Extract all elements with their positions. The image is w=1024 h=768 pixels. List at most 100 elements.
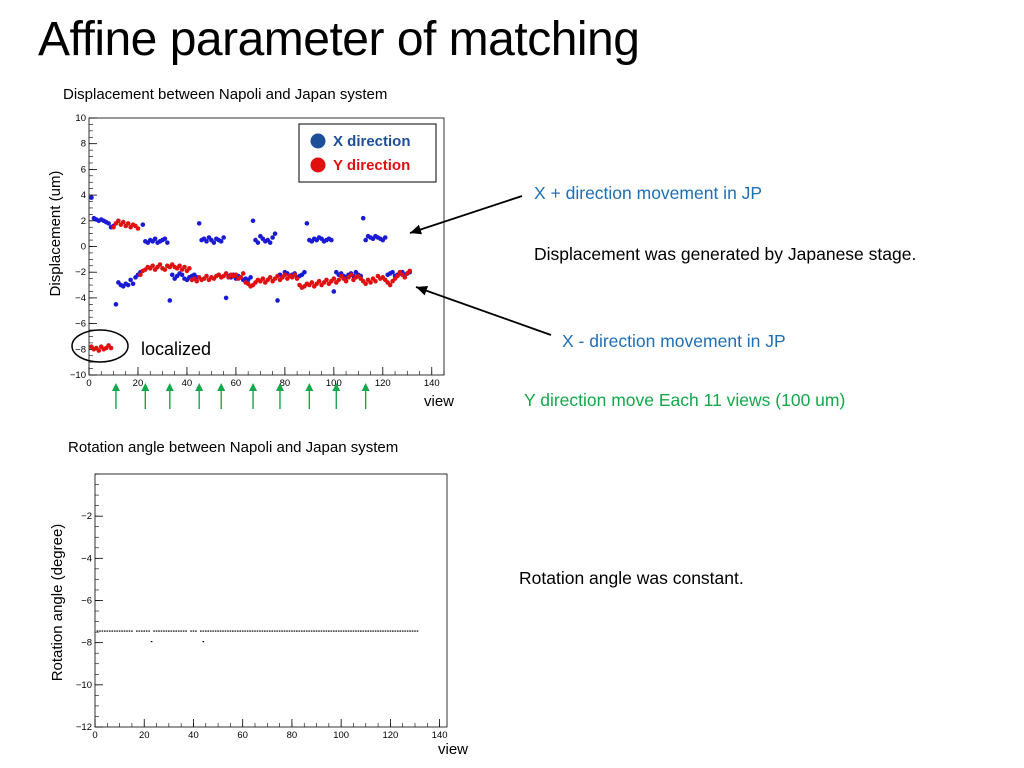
rotation-point	[271, 630, 274, 632]
x-tick-label: 20	[133, 378, 144, 389]
y-direction-point	[108, 345, 114, 351]
rotation-point	[389, 630, 392, 632]
x-tick-label: 140	[432, 730, 448, 741]
rotation-point	[296, 630, 298, 632]
view-shift-arrowhead	[195, 383, 204, 391]
x-tick-label: 100	[333, 730, 349, 741]
rotation-point	[286, 630, 288, 632]
rotation-point	[217, 630, 219, 632]
x-direction-point	[211, 240, 217, 245]
rotation-point	[315, 630, 318, 632]
x-tick-label: 80	[280, 378, 291, 389]
rotation-point	[118, 630, 121, 632]
y-direction-point	[267, 275, 273, 280]
x-direction-point	[128, 277, 133, 283]
y-direction-point	[125, 221, 131, 226]
x-direction-point	[125, 282, 131, 288]
y-direction-point	[402, 275, 408, 280]
rotation-point	[227, 630, 229, 632]
displacement-note: Displacement was generated by Japanese s…	[534, 244, 917, 264]
y-direction-point	[343, 278, 349, 284]
legend-entry: X direction	[333, 133, 411, 150]
rotation-point	[347, 630, 350, 632]
x-minus-annotation: X - direction movement in JP	[562, 331, 786, 351]
x-direction-point	[329, 237, 334, 243]
x-tick-label: 60	[237, 730, 248, 741]
x-tick-label: 120	[375, 378, 391, 389]
rotation-point	[362, 630, 365, 632]
view-shift-arrowhead	[165, 383, 174, 391]
y-direction-point	[233, 272, 239, 278]
rotation-point	[293, 630, 296, 632]
rotation-point	[396, 630, 399, 632]
legend-marker	[310, 157, 326, 173]
rotation-point	[207, 630, 210, 632]
x-plus-annotation: X + direction movement in JP	[534, 183, 763, 203]
plot-frame	[94, 473, 448, 728]
rotation-point	[104, 630, 106, 632]
y-direction-point	[238, 275, 244, 280]
y-direction-point	[348, 272, 354, 278]
y-direction-point	[194, 278, 200, 284]
rotation-point	[239, 630, 242, 632]
rotation-point	[352, 630, 355, 632]
x-axis-label: view	[424, 393, 454, 410]
rotation-point	[113, 630, 116, 632]
y-direction-point	[162, 267, 168, 272]
y-direction-point	[182, 264, 187, 270]
rotation-point	[234, 630, 237, 632]
x-direction-point	[196, 221, 202, 226]
rotation-point	[369, 630, 372, 632]
y-tick-label: 8	[81, 139, 86, 150]
y-direction-point	[282, 272, 288, 278]
x-tick-label: 100	[326, 378, 342, 389]
rotation-note: Rotation angle was constant.	[519, 568, 744, 588]
rotation-point	[121, 630, 123, 632]
y-tick-label: −8	[81, 638, 92, 649]
y-direction-point	[204, 273, 209, 279]
rotation-point	[264, 630, 266, 632]
y-direction-point	[387, 282, 393, 288]
rotation-point	[261, 630, 264, 632]
rotation-point	[170, 630, 173, 632]
x-direction-point	[179, 272, 185, 278]
x-direction-point	[169, 272, 175, 278]
rotation-point	[254, 630, 256, 632]
y-tick-label: −8	[75, 344, 86, 355]
rotation-point	[325, 630, 328, 632]
rotation-point	[367, 630, 370, 632]
rotation-outlier	[202, 641, 205, 643]
rotation-point	[310, 630, 313, 632]
y-direction-point	[363, 281, 368, 287]
rotation-point	[399, 630, 402, 632]
rotation-point	[241, 630, 244, 632]
x-direction-point	[167, 298, 173, 303]
x-direction-point	[272, 231, 278, 236]
rotation-point	[158, 630, 160, 632]
rotation-point	[288, 630, 291, 632]
rotation-point	[123, 630, 126, 632]
x-tick-label: 40	[182, 378, 193, 389]
x-tick-label: 40	[188, 730, 199, 741]
rotation-point	[340, 630, 342, 632]
view-shift-arrowhead	[141, 383, 150, 391]
y-tick-label: −6	[81, 596, 92, 607]
y-direction-point	[407, 268, 413, 274]
rotation-point	[404, 630, 406, 632]
y-direction-point	[157, 262, 163, 267]
view-shift-arrowhead	[305, 383, 314, 391]
x-direction-point	[223, 295, 229, 301]
y-axis-label: Displacement (um)	[47, 171, 64, 297]
slide-title: Affine parameter of matching	[38, 13, 640, 66]
rotation-point	[345, 630, 347, 632]
rotation-point	[384, 630, 387, 632]
rotation-point	[382, 630, 384, 632]
rotation-point	[394, 630, 397, 632]
rotation-point	[128, 630, 131, 632]
rotation-point	[126, 630, 128, 632]
rotation-point	[246, 630, 249, 632]
rotation-point	[204, 630, 207, 632]
rotation-point	[202, 630, 205, 632]
y-direction-point	[116, 218, 121, 224]
rotation-point	[372, 630, 374, 632]
